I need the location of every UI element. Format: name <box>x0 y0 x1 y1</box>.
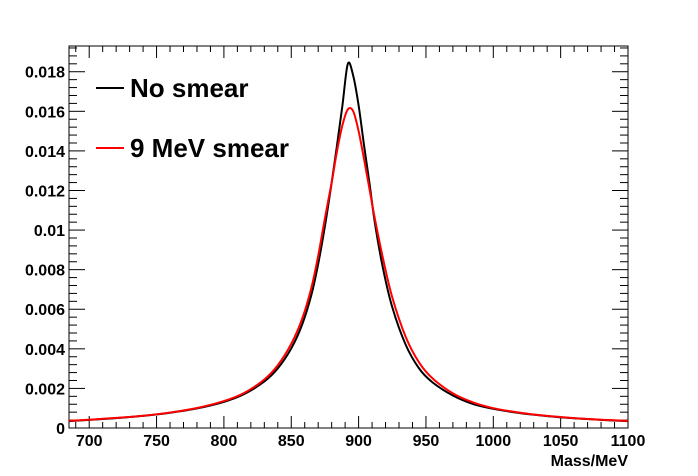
y-tick-label: 0 <box>56 421 65 438</box>
y-tick-label: 0.012 <box>25 183 65 200</box>
legend-label: 9 MeV smear <box>130 133 289 163</box>
x-axis-title: Mass/MeV <box>551 453 629 470</box>
x-tick-label: 800 <box>211 433 238 450</box>
legend-label: No smear <box>130 73 249 103</box>
x-tick-label: 950 <box>413 433 440 450</box>
plot-frame <box>68 45 629 429</box>
x-tick-label: 1050 <box>543 433 579 450</box>
legend: No smear 9 MeV smear <box>96 73 289 163</box>
y-tick-label: 0.016 <box>25 104 65 121</box>
y-axis-tick-labels: 0 0.002 0.004 0.006 0.008 0.01 0.012 0.014 0.016… <box>25 65 65 438</box>
series-lines <box>68 61 629 423</box>
y-tick-label: 0.004 <box>25 342 65 359</box>
x-tick-label: 900 <box>345 433 372 450</box>
y-tick-label: 0.008 <box>25 263 65 280</box>
series-line-no-smear <box>68 61 629 423</box>
x-axis-tick-labels: 700 750 800 850 900 950 1000 1050 1100 <box>76 433 646 450</box>
x-tick-label: 850 <box>278 433 305 450</box>
y-tick-label: 0.006 <box>25 302 65 319</box>
series-line-9mev-smear <box>68 107 629 422</box>
y-tick-label: 0.014 <box>25 144 65 161</box>
x-tick-label: 750 <box>143 433 170 450</box>
x-tick-label: 700 <box>76 433 103 450</box>
x-axis-ticks <box>75 46 629 428</box>
x-tick-label: 1000 <box>476 433 512 450</box>
x-tick-label: 1100 <box>611 433 646 450</box>
y-axis-ticks <box>69 47 628 429</box>
y-tick-label: 0.002 <box>25 381 65 398</box>
y-tick-label: 0.01 <box>34 223 65 240</box>
y-tick-label: 0.018 <box>25 65 65 82</box>
